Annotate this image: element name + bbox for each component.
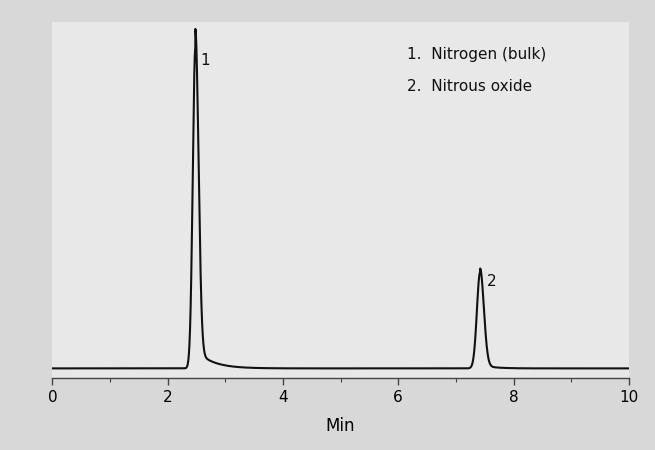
Text: 1.  Nitrogen (bulk): 1. Nitrogen (bulk) [407,47,546,63]
X-axis label: Min: Min [326,417,356,435]
Text: 1: 1 [200,53,210,68]
Text: 2: 2 [487,274,496,289]
Text: 2.  Nitrous oxide: 2. Nitrous oxide [407,79,532,94]
